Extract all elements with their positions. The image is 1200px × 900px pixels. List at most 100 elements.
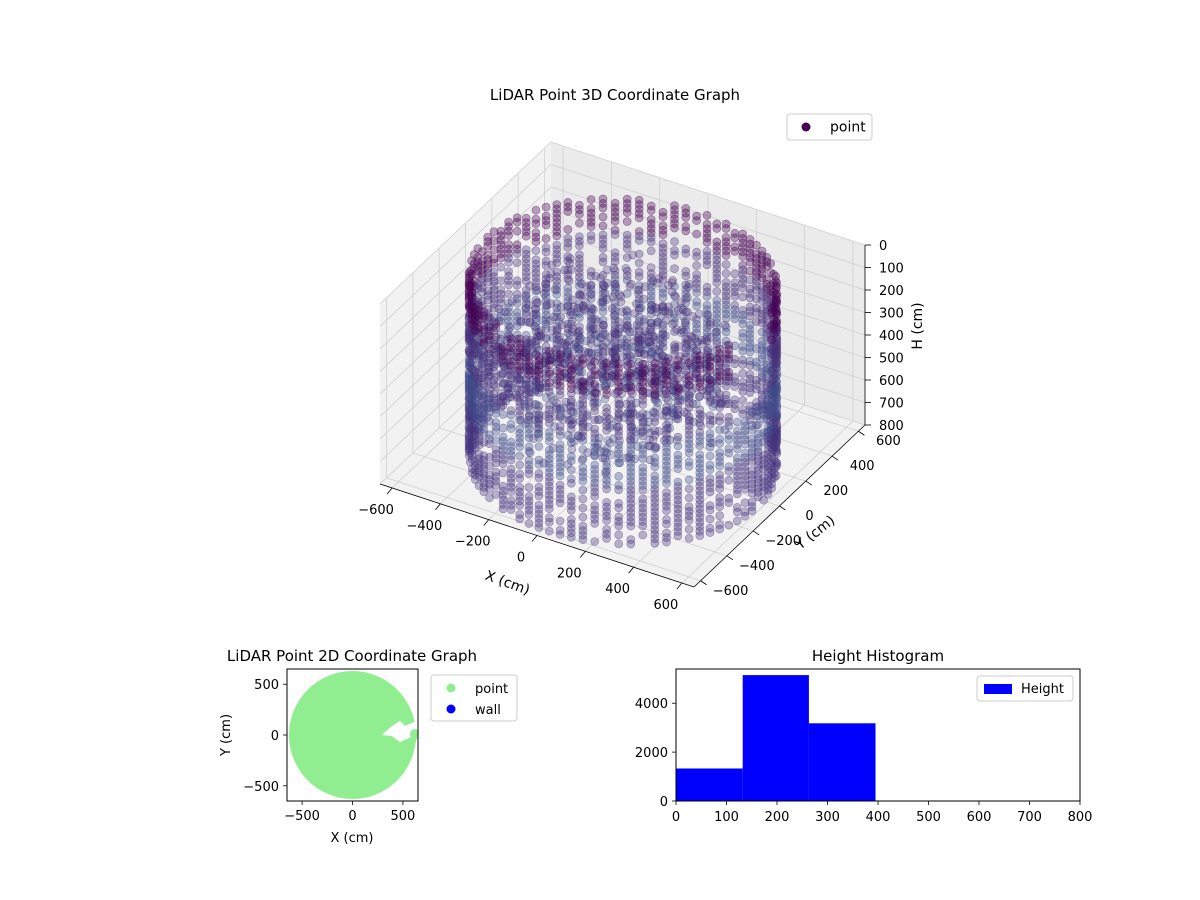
lidar-point-3d xyxy=(496,289,506,299)
lidar-point-3d xyxy=(524,433,534,443)
lidar-point-3d xyxy=(483,264,493,273)
lidar-point-3d xyxy=(738,292,748,302)
lidar-point-3d xyxy=(591,315,600,324)
y-tick-label-3d: 200 xyxy=(823,484,848,499)
lidar-point-3d xyxy=(568,324,578,334)
lidar-point-3d xyxy=(747,497,757,507)
lidar-point-3d xyxy=(763,467,773,477)
lidar-point-3d xyxy=(491,490,501,499)
lidar-point-3d xyxy=(634,204,644,214)
lidar-point-3d xyxy=(515,366,525,375)
lidar-point-3d xyxy=(616,297,626,307)
lidar-point-3d xyxy=(590,537,600,546)
lidar-point-3d xyxy=(706,317,715,327)
lidar-point-3d xyxy=(705,442,715,452)
lidar-point-3d xyxy=(673,374,683,383)
lidar-point-3d xyxy=(467,256,476,266)
lidar-point-3d xyxy=(738,243,748,252)
lidar-point-3d xyxy=(622,194,632,204)
lidar-point-3d xyxy=(491,323,501,333)
lidar-point-3d xyxy=(680,354,689,364)
lidar-point-3d xyxy=(747,479,757,489)
lidar-point-3d xyxy=(745,329,755,339)
lidar-point-3d xyxy=(757,246,767,256)
lidar-point-3d xyxy=(738,229,748,239)
lidar-point-3d xyxy=(552,258,562,268)
lidar-point-3d xyxy=(498,378,508,388)
x-tick-label-hist: 300 xyxy=(815,810,840,825)
lidar-point-3d xyxy=(534,523,544,532)
lidar-point-3d xyxy=(638,400,648,409)
lidar-point-3d xyxy=(738,279,748,288)
lidar-point-3d xyxy=(496,262,506,272)
lidar-point-3d xyxy=(515,514,525,524)
lidar-point-3d xyxy=(763,395,773,405)
lidar-point-3d xyxy=(752,285,761,295)
lidar-point-3d xyxy=(590,492,600,501)
lidar-point-3d xyxy=(684,524,694,534)
lidar-point-3d xyxy=(646,287,656,296)
lidar-point-3d xyxy=(763,390,773,400)
lidar-point-3d xyxy=(721,242,731,251)
lidar-point-3d xyxy=(752,254,761,263)
lidar-point-3d xyxy=(738,234,748,243)
lidar-point-3d xyxy=(650,444,660,454)
lidar-point-3d xyxy=(498,468,508,478)
lidar-point-3d xyxy=(670,223,679,233)
lidar-point-3d xyxy=(634,312,644,322)
lidar-point-3d xyxy=(767,303,777,313)
lidar-point-3d xyxy=(512,226,522,236)
lidar-point-3d xyxy=(715,416,725,426)
lidar-point-3d xyxy=(738,252,748,261)
lidar-point-3d xyxy=(752,267,761,277)
lidar-point-3d xyxy=(724,466,734,476)
lidar-point-3d xyxy=(590,324,600,334)
lidar-point-3d xyxy=(745,374,755,384)
lidar-point-3d xyxy=(707,438,717,448)
x-tick-label-hist: 700 xyxy=(1017,810,1042,825)
lidar-point-3d xyxy=(610,252,620,262)
lidar-point-3d xyxy=(646,291,656,301)
lidar-point-3d xyxy=(757,314,767,323)
lidar-point-3d xyxy=(581,297,590,307)
lidar-point-3d xyxy=(531,282,541,292)
lidar-point-3d xyxy=(692,301,701,311)
lidar-point-3d xyxy=(491,481,501,490)
lidar-point-3d xyxy=(661,316,671,326)
lidar-point-3d xyxy=(578,445,588,454)
lidar-point-3d xyxy=(563,292,573,302)
lidar-point-3d xyxy=(671,292,680,301)
lidar-point-3d xyxy=(614,413,624,423)
lidar-point-3d xyxy=(658,212,668,221)
lidar-point-3d xyxy=(752,249,761,259)
lidar-point-3d xyxy=(684,448,694,458)
lidar-point-3d xyxy=(504,267,513,276)
lidar-point-3d xyxy=(603,436,613,445)
lidar-point-3d xyxy=(563,243,573,252)
lidar-point-3d xyxy=(552,231,562,241)
lidar-point-3d xyxy=(712,242,722,251)
lidar-point-3d xyxy=(576,291,585,300)
lidar-point-3d xyxy=(505,323,515,332)
lidar-point-3d xyxy=(738,346,748,356)
lidar-point-3d xyxy=(705,505,715,515)
lidar-point-3d xyxy=(598,221,608,231)
lidar-point-3d xyxy=(721,309,731,319)
lidar-point-3d xyxy=(566,478,576,488)
lidar-point-3d xyxy=(529,310,538,319)
lidar-point-3d xyxy=(721,246,731,256)
lidar-point-3d xyxy=(575,200,584,210)
lidar-point-3d xyxy=(524,370,534,380)
lidar-point-3d xyxy=(547,325,557,335)
lidar-point-3d xyxy=(721,377,731,386)
lidar-point-3d xyxy=(662,411,671,421)
lidar-point-3d xyxy=(622,352,632,361)
lidar-point-3d xyxy=(658,330,667,339)
lidar-point-3d xyxy=(575,272,584,282)
lidar-point-3d xyxy=(658,342,668,352)
lidar-point-3d xyxy=(598,203,608,213)
lidar-point-3d xyxy=(767,335,777,345)
lidar-point-3d xyxy=(658,221,668,230)
lidar-point-3d xyxy=(715,403,725,412)
lidar-point-3d xyxy=(705,366,715,375)
